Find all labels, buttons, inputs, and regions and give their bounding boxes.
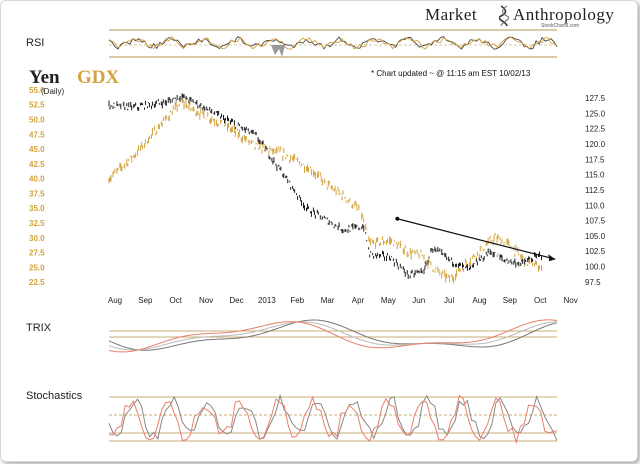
chart-subtitle: (Daily) [41,87,64,96]
left-axis-tick: 27.5 [29,249,45,258]
trendline [397,218,556,260]
left-axis-tick: 25.0 [29,263,45,272]
right-axis-tick: 97.5 [585,278,601,287]
x-axis-label: Sep [503,296,518,305]
left-axis-tick: 47.5 [29,130,45,139]
x-axis-label: Aug [472,296,486,305]
rsi-label: RSI [26,37,45,49]
stoch-line-red [108,394,558,445]
x-axis-label: 2013 [258,296,276,305]
left-axis-tick: 50.0 [29,116,45,125]
left-axis-tick: 37.5 [29,189,45,198]
trix-line-light [108,321,558,351]
x-axis-label: Oct [534,296,547,305]
x-axis-label: Dec [229,296,243,305]
chart-title-gdx: GDX [77,67,120,88]
left-axis-tick: 32.5 [29,219,45,228]
right-axis-tick: 117.5 [585,155,605,164]
left-axis-tick: 45.0 [29,145,45,154]
x-axis-label: Oct [170,296,183,305]
right-axis-tick: 110.0 [585,201,605,210]
right-axis-tick: 107.5 [585,217,606,226]
right-axis-tick: 105.0 [585,232,606,241]
trendline-arrow [548,254,556,262]
left-axis-tick: 40.0 [29,175,45,184]
x-axis-label: Jun [412,296,425,305]
left-axis-tick: 52.5 [29,101,45,110]
right-axis-tick: 120.0 [585,140,606,149]
right-axis-tick: 115.0 [585,171,605,180]
x-axis-label: Mar [321,296,335,305]
rsi-shade [271,45,285,57]
left-axis-tick: 30.0 [29,234,45,243]
x-axis-label: Jul [444,296,454,305]
left-axis-tick: 35.0 [29,204,45,213]
trix-line-red [108,319,558,353]
brand-word-anthropology: Anthropology [513,5,615,24]
right-axis-tick: 127.5 [585,94,606,103]
x-axis-label: May [381,296,396,305]
x-axis-label: Feb [290,296,304,305]
stoch-line-gray [108,393,558,441]
update-note: * Chart updated ~ @ 11:15 am EST 10/02/1… [371,69,531,78]
right-axis-tick: 100.0 [585,263,606,272]
x-axis-label: Nov [564,296,578,305]
right-axis-tick: 102.5 [585,247,606,256]
x-axis-label: Apr [352,296,365,305]
left-axis-tick: 22.5 [29,278,45,287]
x-axis-label: Aug [108,296,122,305]
right-axis-tick: 112.5 [585,186,605,195]
brand-sub: StockCharts.com [541,23,580,29]
left-axis-tick: 55.0 [29,86,45,95]
brand-logo: Market [425,5,477,25]
trendline-start-dot [395,216,400,221]
x-axis-label: Sep [138,296,153,305]
rsi-line-gdx [108,36,558,50]
trix-line-gray [108,319,558,351]
right-axis-tick: 122.5 [585,125,606,134]
left-axis-tick: 42.5 [29,160,45,169]
chart-title-yen: Yen [29,67,60,88]
stochastics-label: Stochastics [26,390,83,402]
dna-icon [498,5,510,32]
right-axis-tick: 125.0 [585,109,606,118]
x-axis-label: Nov [199,296,213,305]
brand-word-market: Market [425,5,478,24]
trix-label: TRIX [26,322,52,334]
